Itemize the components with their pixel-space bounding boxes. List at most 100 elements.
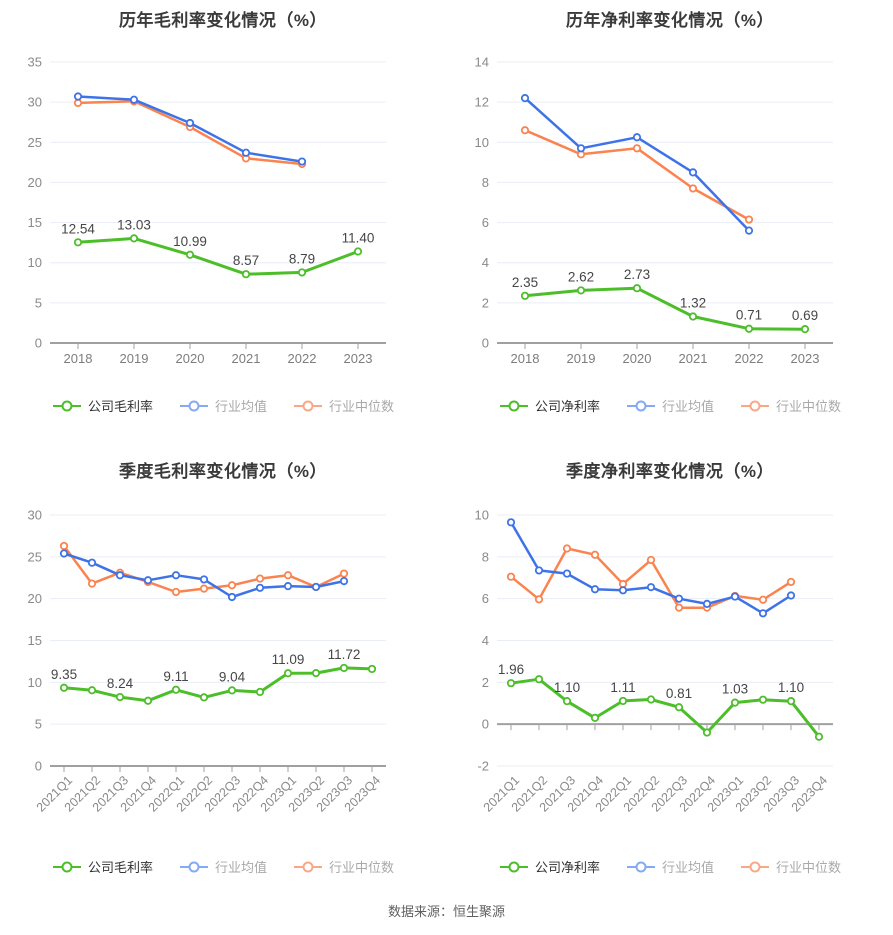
data-point: [129, 95, 139, 104]
y-tick-label: 2: [482, 295, 489, 310]
value-label: 1.10: [778, 680, 804, 695]
legend-line-marker-icon: [499, 400, 528, 411]
legend-line-marker-icon: [179, 861, 208, 872]
chart-title: 季度毛利率变化情况（%）: [118, 462, 328, 481]
value-label: 11.09: [272, 652, 305, 667]
legend-line-marker-icon: [52, 861, 81, 872]
x-tick-label: 2023: [791, 351, 820, 366]
legend-item-company[interactable]: 公司净利率: [499, 857, 600, 876]
value-label: 2.35: [512, 275, 538, 290]
data-point: [283, 571, 293, 580]
data-point: [576, 144, 586, 153]
data-point: [632, 284, 642, 293]
series-company-line: [520, 284, 810, 334]
legend-label: 行业均值: [214, 860, 267, 875]
data-point: [758, 595, 768, 604]
series-path: [76, 100, 304, 166]
data-point: [73, 98, 83, 108]
series-industry-mean-line: [506, 518, 796, 618]
data-point: [143, 696, 153, 705]
data-point: [367, 664, 377, 674]
x-axis: [50, 765, 386, 772]
y-tick-label: 15: [28, 633, 42, 648]
y-tick-label: 10: [28, 255, 42, 270]
data-point: [143, 576, 153, 585]
data-point: [199, 575, 209, 584]
data-point: [297, 157, 307, 166]
y-tick-label: 8: [482, 549, 489, 564]
data-point: [590, 585, 600, 594]
legend-item-company[interactable]: 公司毛利率: [52, 396, 153, 415]
legend-label: 行业中位数: [329, 399, 395, 414]
data-point: [758, 695, 768, 704]
x-axis-labels: 2021Q12021Q22021Q32021Q42022Q12022Q22022…: [481, 773, 830, 814]
legend-line-marker-icon: [741, 400, 769, 411]
y-tick-label: 25: [28, 549, 42, 564]
data-point: [674, 703, 684, 712]
data-point: [171, 587, 181, 597]
y-tick-label: 10: [475, 135, 489, 150]
value-label: 10.99: [173, 234, 207, 249]
legend-line-marker-icon: [626, 400, 655, 411]
gridlines: [497, 61, 833, 304]
y-tick-label: 14: [475, 55, 489, 70]
legend-item-industry-mean[interactable]: 行业均值: [626, 396, 714, 415]
legend-label: 行业均值: [214, 399, 267, 414]
data-point: [115, 692, 125, 702]
x-axis: [50, 342, 386, 349]
legend-item-industry-median[interactable]: 行业中位数: [740, 857, 841, 876]
legend-label: 公司净利率: [534, 399, 600, 414]
value-labels: 12.54 13.03 10.99 8.57 8.79 11.40: [61, 217, 374, 268]
value-label: 1.10: [554, 680, 580, 695]
legend-item-industry-mean[interactable]: 行业均值: [179, 857, 267, 876]
data-point: [730, 698, 740, 707]
chart-annual-gross-margin: 历年毛利率变化情况（%） 0 5 10 15 20 25 30 35 2018 2019 2020 2…: [0, 0, 446, 445]
x-axis: [497, 342, 833, 349]
data-point: [618, 586, 628, 595]
legend-label: 行业均值: [661, 399, 714, 414]
data-point: [702, 728, 712, 737]
data-point: [758, 609, 768, 618]
data-point: [311, 582, 321, 592]
legend-item-industry-mean[interactable]: 行业均值: [179, 396, 267, 415]
chart-legend: 公司净利率 行业均值 行业中位数: [447, 857, 893, 876]
data-point: [59, 683, 69, 692]
data-point: [227, 592, 237, 602]
legend-item-industry-mean[interactable]: 行业均值: [626, 857, 714, 876]
legend-line-marker-icon: [626, 861, 655, 872]
value-label: 11.40: [342, 230, 375, 245]
legend-line-marker-icon: [294, 400, 322, 411]
data-point: [800, 325, 810, 334]
y-tick-label: 0: [35, 759, 42, 774]
legend-item-company[interactable]: 公司毛利率: [52, 857, 153, 876]
series-path: [76, 236, 360, 276]
value-labels: 2.35 2.62 2.73 1.32 0.71 0.69: [512, 267, 818, 323]
data-point: [562, 697, 572, 706]
y-tick-label: 35: [28, 55, 42, 70]
series-industry-mean-line: [73, 92, 307, 166]
chart-quarterly-net-margin: 季度净利率变化情况（%） -2 0 2 4 6 8 10 2021Q1 2021Q2 2021Q3…: [447, 445, 893, 890]
legend-item-industry-median[interactable]: 行业中位数: [293, 857, 394, 876]
chart-quarterly-gross-margin: 季度毛利率变化情况（%） 0 5 10 15 20 25 30 2021Q1 2021Q2 202…: [0, 445, 446, 890]
data-point: [227, 686, 237, 695]
value-label: 0.81: [666, 686, 692, 701]
data-point: [646, 555, 656, 565]
data-point: [185, 118, 195, 128]
data-point: [744, 226, 754, 235]
legend-item-industry-median[interactable]: 行业中位数: [740, 396, 841, 415]
series-company-line: [59, 663, 377, 705]
x-axis-labels: 2018 2019 2020 2021 2022 2023: [64, 351, 373, 366]
legend-item-industry-median[interactable]: 行业中位数: [293, 396, 394, 415]
legend-line-marker-icon: [499, 861, 528, 872]
data-point: [506, 518, 516, 527]
data-point: [353, 247, 363, 256]
data-point: [311, 669, 321, 678]
data-point: [255, 687, 265, 697]
y-tick-label: 15: [28, 215, 42, 230]
legend-item-company[interactable]: 公司净利率: [499, 396, 600, 415]
legend-label: 公司毛利率: [87, 399, 153, 414]
data-point: [297, 268, 307, 277]
y-tick-label: 6: [482, 591, 489, 606]
series-path: [523, 286, 807, 331]
data-point: [814, 732, 824, 741]
